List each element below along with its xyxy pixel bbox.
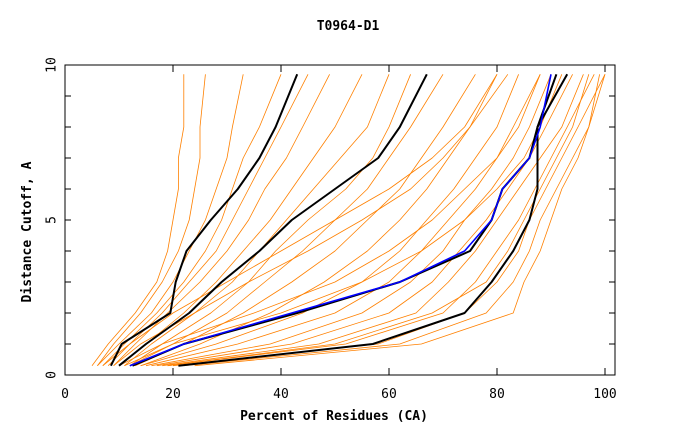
model-line-1 [97,74,206,366]
model-line-24 [118,74,541,367]
model-line-19 [183,74,600,367]
x-tick-label: 80 [489,387,505,402]
x-axis-label: Percent of Residues (CA) [240,409,428,424]
black-line-1 [118,73,428,367]
model-line-16 [162,74,584,367]
model-line-0 [91,74,185,366]
model-line-20 [194,74,606,367]
model-line-9 [129,74,444,367]
model-line-23 [102,74,498,367]
x-tick-label: 100 [593,387,616,402]
model-line-7 [124,74,390,367]
model-line-11 [140,74,498,367]
model-line-21 [167,74,590,367]
model-line-25 [124,74,563,367]
y-tick-label: 5 [45,216,60,224]
model-line-6 [118,74,363,367]
x-tick-label: 0 [61,387,69,402]
black-line-3 [178,73,569,367]
y-tick-label: 10 [45,57,60,73]
model-line-13 [145,74,541,367]
model-line-2 [97,74,244,366]
model-line-17 [167,74,595,367]
blue-line-0 [129,74,552,367]
model-line-12 [140,74,519,367]
black-line-0 [110,73,299,367]
model-line-8 [129,74,411,367]
x-tick-label: 20 [165,387,181,402]
model-line-15 [156,74,573,367]
model-line-10 [135,74,476,367]
series-group [91,73,606,367]
x-tick-label: 60 [381,387,397,402]
y-tick-label: 0 [45,371,60,379]
x-tick-label: 40 [273,387,289,402]
model-line-14 [151,74,552,367]
chart-title: T0964-D1 [317,19,380,34]
axis-ticks: 0 20 40 60 80 100 0 5 10 [45,57,617,402]
model-line-3 [102,74,282,366]
y-axis-label: Distance Cutoff, A [20,161,35,302]
